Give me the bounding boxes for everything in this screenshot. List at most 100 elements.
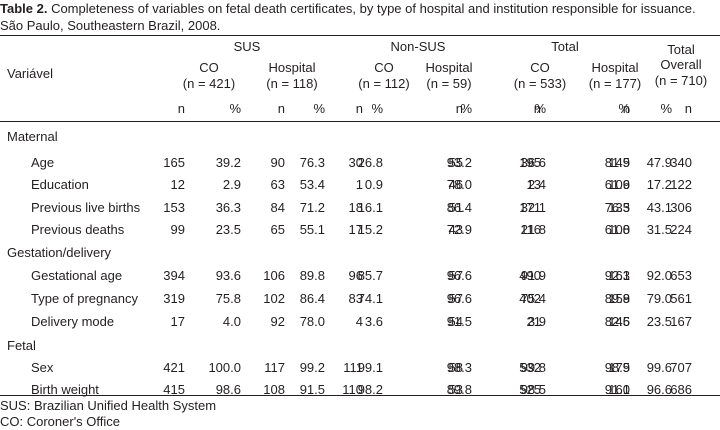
n-cell: 161	[608, 382, 630, 397]
pct-cell: 3.6	[364, 314, 383, 329]
pct-cell: 81.9	[604, 155, 630, 170]
n-cell: 99	[170, 222, 185, 237]
subgroup-count: (n = 112)	[358, 76, 410, 91]
n-column-header: n	[277, 101, 285, 116]
n-cell: 319	[163, 291, 185, 306]
overall-header: Overall	[660, 57, 702, 72]
pct-cell: 98.3	[446, 360, 472, 375]
pct-cell: 72.9	[446, 222, 472, 237]
pct-cell: 75.8	[215, 291, 241, 306]
n-cell: 13	[526, 177, 541, 192]
pct-cell: 76.3	[604, 200, 630, 215]
pct-cell: 76.3	[299, 155, 325, 170]
n-cell: 63	[270, 177, 285, 192]
pct-column-header: %	[460, 101, 472, 116]
row-label: Education	[31, 177, 89, 192]
n-cell: 165	[163, 155, 185, 170]
n-cell: 55	[448, 155, 463, 170]
n-cell: 224	[670, 222, 692, 237]
pct-cell: 99.6	[646, 360, 672, 375]
n-cell: 58	[448, 360, 463, 375]
n-cell: 561	[670, 291, 692, 306]
table-caption: Table 2. Completeness of variables on fe…	[0, 0, 716, 34]
pct-cell: 15.2	[357, 222, 383, 237]
subgroup-name: Hospital	[268, 60, 316, 75]
pct-cell: 93.2	[446, 155, 472, 170]
subgroup-count: (n = 421)	[182, 76, 236, 91]
variable-header: Variável	[7, 66, 54, 81]
pct-cell: 89.8	[299, 268, 325, 283]
n-cell: 57	[448, 291, 463, 306]
pct-column-header: %	[229, 101, 241, 116]
pct-cell: 92.1	[604, 268, 630, 283]
pct-cell: 92.0	[646, 268, 672, 283]
n-cell: 306	[670, 200, 692, 215]
pct-cell: 96.6	[446, 291, 472, 306]
row-label: Previous deaths	[31, 222, 125, 237]
overall-count: (n = 710)	[654, 73, 708, 88]
subgroup-count: (n = 118)	[266, 76, 318, 91]
n-cell: 1	[355, 177, 363, 192]
n-cell: 532	[519, 360, 541, 375]
n-cell: 96	[348, 268, 363, 283]
n-cell: 195	[519, 155, 541, 170]
pct-cell: 55.1	[299, 222, 325, 237]
n-cell: 653	[670, 268, 692, 283]
pct-cell: 31.5	[646, 222, 672, 237]
pct-cell: 16.1	[357, 200, 383, 215]
row-label: Delivery mode	[31, 314, 115, 329]
pct-cell: 39.2	[215, 155, 241, 170]
n-cell: 421	[163, 360, 185, 375]
n-cell: 46	[448, 177, 463, 192]
n-cell: 340	[670, 155, 692, 170]
n-cell: 171	[519, 200, 541, 215]
pct-cell: 74.1	[357, 291, 383, 306]
subgroup-name: Hospital	[425, 60, 473, 75]
pct-column-header: %	[534, 101, 546, 116]
pct-cell: 75.4	[520, 291, 546, 306]
pct-cell: 0.9	[364, 177, 383, 192]
row-label: Type of pregnancy	[31, 291, 138, 306]
n-cell: 108	[608, 222, 630, 237]
subgroup-count: (n = 533)	[513, 76, 567, 91]
caption-text: Completeness of variables on fetal death…	[0, 1, 696, 33]
row-label: Gestational age	[31, 268, 123, 283]
n-cell: 110	[342, 382, 363, 397]
pct-column-header: %	[313, 101, 325, 116]
n-cell: 17	[348, 222, 363, 237]
pct-cell: 96.6	[446, 268, 472, 283]
n-cell: 57	[448, 268, 463, 283]
pct-cell: 2.4	[527, 177, 546, 192]
pct-cell: 26.8	[357, 155, 383, 170]
overall-header: Total	[667, 42, 695, 57]
n-cell: 707	[670, 360, 692, 375]
n-cell: 43	[448, 222, 463, 237]
section-title: Maternal	[7, 129, 58, 144]
pct-cell: 78.0	[299, 314, 325, 329]
row-label: Age	[31, 155, 55, 170]
subgroup-name: Hospital	[591, 60, 639, 75]
pct-cell: 78.0	[446, 177, 472, 192]
row-label: Sex	[31, 360, 54, 375]
footnotes: SUS: Brazilian Unified Health System CO:…	[0, 398, 216, 430]
pct-cell: 61.6	[604, 177, 630, 192]
n-cell: 111	[343, 360, 363, 375]
subgroup-name: CO	[199, 60, 219, 75]
footnote: CO: Coroner's Office	[0, 414, 121, 429]
pct-cell: 3.9	[527, 314, 546, 329]
n-cell: 490	[519, 268, 541, 283]
row-label: Birth weight	[31, 382, 99, 397]
pct-cell: 47.9	[646, 155, 672, 170]
section-title: Gestation/delivery	[7, 245, 112, 260]
pct-cell: 85.7	[357, 268, 383, 283]
n-cell: 12	[170, 177, 185, 192]
top-rule	[0, 35, 720, 36]
n-cell: 122	[670, 177, 692, 192]
caption-label: Table 2.	[0, 1, 48, 16]
n-cell: 145	[608, 155, 630, 170]
subgroup-count: (n = 177)	[588, 76, 642, 91]
group-header: SUS	[233, 39, 261, 54]
footnote: SUS: Brazilian Unified Health System	[0, 398, 217, 413]
bottom-rule	[0, 395, 720, 396]
